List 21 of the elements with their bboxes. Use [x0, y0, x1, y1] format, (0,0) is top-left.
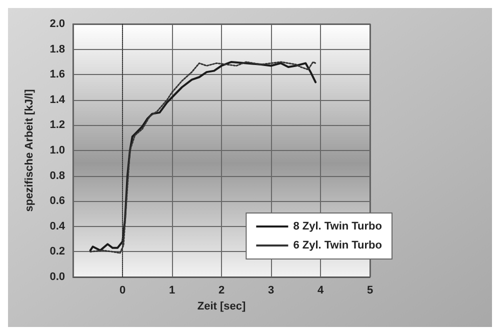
y-tick-label: 1.2	[50, 119, 65, 132]
legend-label: 6 Zyl. Twin Turbo	[293, 240, 382, 252]
x-tick-label: 3	[268, 284, 274, 296]
y-tick-label: 1.8	[50, 43, 65, 56]
legend-label: 8 Zyl. Twin Turbo	[293, 220, 382, 232]
x-tick-label: 0	[119, 284, 126, 296]
x-tick-label: 5	[366, 284, 374, 296]
x-tick-label: 4	[317, 284, 324, 296]
y-axis-title: spezifische Arbeit [kJ/l]	[24, 88, 36, 212]
x-axis-title: Zeit [sec]	[197, 300, 246, 312]
y-tick-label: 0.0	[50, 271, 65, 283]
y-tick-label: 0.8	[50, 170, 65, 182]
y-tick-label: 1.4	[50, 94, 66, 106]
y-tick-label: 1.6	[50, 68, 65, 81]
y-tick-label: 0.2	[50, 246, 65, 258]
x-tick-label: 2	[218, 284, 225, 296]
y-tick-label: 0.6	[50, 195, 65, 208]
x-tick-label: 1	[168, 284, 176, 296]
y-tick-label: 0.4	[50, 220, 66, 232]
y-tick-label: 2.0	[50, 18, 65, 30]
y-tick-label: 1.0	[50, 144, 65, 156]
